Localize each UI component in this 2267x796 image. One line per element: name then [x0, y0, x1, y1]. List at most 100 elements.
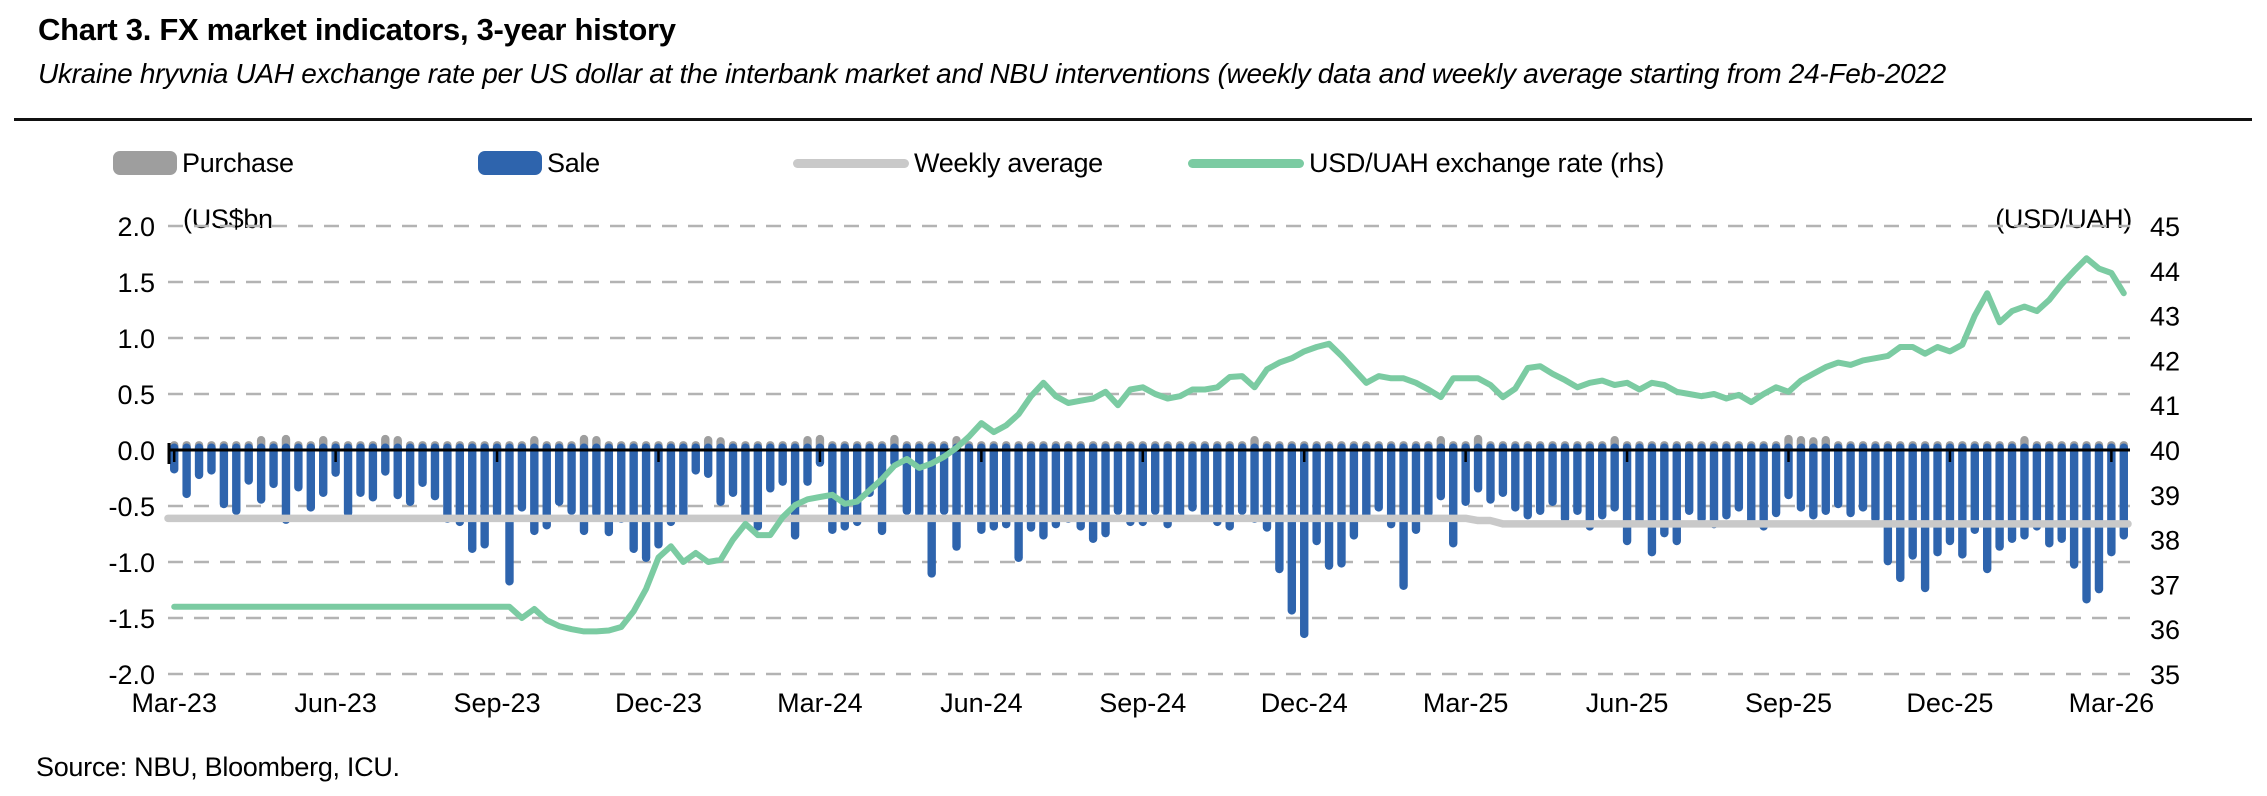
right-axis-tick-label: 35 — [2150, 660, 2180, 690]
sale-bar — [294, 443, 303, 492]
left-axis-tick-label: 1.0 — [117, 324, 155, 354]
sale-bar — [2069, 443, 2079, 569]
sale-bar — [1101, 443, 1110, 538]
sale-bar — [927, 443, 936, 578]
legend-item-purchase: Purchase — [113, 146, 294, 180]
sale-bar — [964, 443, 974, 520]
sale-bar — [368, 443, 378, 502]
chart-title: Chart 3. FX market indicators, 3-year hi… — [38, 12, 676, 47]
sale-bar — [1064, 443, 1073, 523]
sale-bar — [592, 443, 601, 518]
sale-bar — [530, 443, 539, 536]
exchange-rate-line-icon — [1188, 158, 1304, 168]
sale-bar — [1449, 443, 1458, 548]
sale-bar — [1461, 443, 1470, 506]
sale-bar — [1312, 443, 1321, 546]
sale-bar — [828, 443, 837, 534]
sale-bar — [877, 443, 887, 536]
sale-bar — [604, 443, 614, 537]
sale-bar — [1076, 443, 1085, 531]
sale-bar — [1933, 443, 1942, 557]
sale-bar — [579, 443, 589, 536]
chart-subtitle: Ukraine hryvnia UAH exchange rate per US… — [38, 58, 1946, 89]
sale-bar — [443, 443, 452, 523]
sale-bar — [1250, 443, 1259, 523]
sale-bar — [1349, 443, 1359, 540]
weekly-average-line — [164, 514, 2132, 528]
x-axis-label: Sep-25 — [1745, 688, 1832, 718]
sale-bar — [1610, 443, 1619, 512]
right-axis-tick-label: 43 — [2150, 302, 2180, 332]
sale-bar — [2057, 443, 2066, 543]
sale-bar — [1821, 443, 1830, 515]
right-axis-tick-label: 38 — [2150, 526, 2180, 556]
sale-bar — [641, 443, 651, 562]
sale-bar — [766, 443, 775, 493]
sale-bar — [666, 443, 676, 527]
sale-bar — [865, 443, 874, 498]
sale-bar — [1970, 443, 1979, 534]
sale-bar — [1920, 443, 1930, 593]
sale-bar — [1585, 443, 1595, 531]
x-axis-label: Jun-23 — [294, 688, 377, 718]
sale-bar — [1014, 443, 1023, 562]
sale-bar — [256, 443, 266, 504]
right-axis-tick-label: 39 — [2150, 481, 2180, 511]
sale-bar — [1672, 443, 1681, 546]
x-axis-label: Dec-24 — [1261, 688, 1348, 718]
sale-bar — [1796, 443, 1806, 512]
sale-bar — [2119, 443, 2128, 540]
sale-bar — [629, 443, 638, 554]
legend-label: Sale — [547, 147, 600, 178]
sale-bar — [2007, 443, 2017, 543]
sale-swatch-icon — [478, 151, 542, 175]
left-axis-tick-label: 0.0 — [117, 436, 155, 466]
sale-bar — [1734, 443, 1744, 512]
sale-bar — [1300, 443, 1309, 639]
x-axis-label: Dec-25 — [1906, 688, 1993, 718]
sale-bar — [1051, 443, 1061, 529]
sale-bar — [244, 443, 253, 485]
sale-bar — [1573, 443, 1582, 515]
right-axis-tick-label: 42 — [2150, 346, 2180, 376]
sale-bar — [1535, 443, 1545, 515]
sale-bar — [1945, 443, 1955, 546]
left-axis-tick-label: -2.0 — [108, 660, 155, 690]
sale-bar — [1126, 443, 1135, 527]
left-axis-tick-label: 0.5 — [117, 380, 155, 410]
sale-bar — [1747, 443, 1756, 527]
sale-bar — [480, 443, 489, 549]
sale-bar — [1896, 443, 1905, 583]
sale-bar — [1026, 443, 1036, 532]
x-axis-label: Sep-24 — [1099, 688, 1186, 718]
x-axis-label: Sep-23 — [454, 688, 541, 718]
sale-bar — [1337, 443, 1346, 568]
sale-bar — [1871, 443, 1880, 523]
sale-bar — [1548, 443, 1557, 506]
sale-bar — [455, 443, 465, 527]
sale-bar — [1213, 443, 1222, 527]
sale-bar — [430, 443, 440, 501]
sale-bar — [468, 443, 477, 554]
legend: Purchase Sale Weekly average USD/UAH exc… — [0, 146, 2267, 180]
sale-bar — [1560, 443, 1570, 523]
sale-bar — [728, 443, 738, 498]
sale-bar — [1151, 443, 1160, 515]
sale-bar — [977, 443, 986, 534]
sale-bar — [1436, 443, 1446, 501]
right-axis-tick-label: 36 — [2150, 615, 2180, 645]
sale-bar — [1759, 443, 1768, 531]
sale-bar — [1262, 443, 1272, 532]
sale-bar — [1908, 443, 1917, 560]
sale-bar — [381, 443, 390, 476]
sale-bar — [852, 443, 862, 527]
divider-rule — [14, 118, 2252, 121]
sale-bar — [1883, 443, 1893, 566]
sale-bar — [194, 443, 204, 480]
sale-bar — [1709, 443, 1719, 529]
left-axis-tick-label: -1.0 — [108, 548, 155, 578]
sale-bar — [617, 443, 626, 523]
sale-bar — [1958, 443, 1967, 559]
sale-bar — [269, 443, 278, 489]
sale-bar — [1138, 443, 1147, 527]
